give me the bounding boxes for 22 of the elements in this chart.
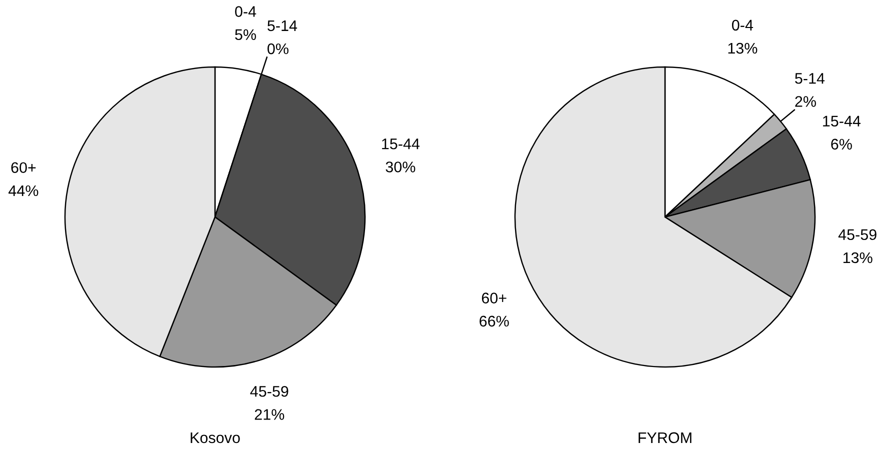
- slice-label: 45-59: [250, 386, 288, 397]
- slice-label: 0-4: [235, 6, 256, 17]
- data-label: 13%: [843, 252, 872, 264]
- slice-label: 60+: [11, 162, 36, 174]
- slice-label: 15-44: [382, 138, 420, 150]
- text: 0%: [268, 43, 288, 54]
- text: FYROM: [638, 432, 692, 444]
- data-label: 6%: [831, 138, 852, 150]
- data-label: 13%: [728, 42, 758, 54]
- slice-label: 0-4: [732, 20, 754, 31]
- data-label: 66%: [480, 316, 509, 327]
- category-label: 5-14: [268, 20, 298, 32]
- slice-label: 45-59: [838, 229, 876, 240]
- data-label: 44%: [8, 185, 38, 196]
- text: Kosovo: [190, 432, 240, 444]
- slice-label: 60+: [482, 292, 506, 304]
- data-label: 30%: [386, 162, 416, 172]
- data-label: 5%: [235, 29, 256, 40]
- slice-label: 5-14: [795, 73, 825, 84]
- data-label: 2%: [795, 96, 816, 107]
- slice-label: 15-44: [823, 116, 861, 127]
- data-label: 21%: [254, 409, 284, 420]
